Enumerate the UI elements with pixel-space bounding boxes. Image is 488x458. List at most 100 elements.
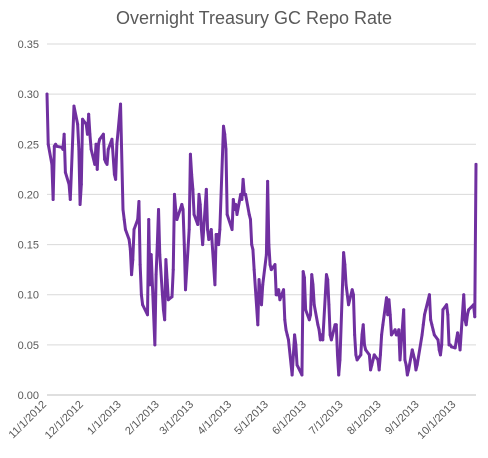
data-point — [121, 207, 125, 211]
data-point — [103, 157, 107, 161]
data-point — [351, 293, 355, 297]
data-point — [403, 358, 407, 362]
data-point — [77, 147, 81, 151]
x-tick-label: 8/1/2013 — [345, 399, 384, 438]
data-point — [149, 253, 153, 257]
data-point — [465, 313, 469, 317]
data-point — [411, 353, 415, 357]
data-point — [127, 238, 131, 242]
y-tick-label: 0.25 — [18, 139, 39, 151]
data-point — [187, 228, 191, 232]
data-point — [201, 243, 205, 247]
data-point — [137, 199, 141, 203]
data-point — [334, 323, 338, 327]
data-point — [261, 283, 265, 287]
data-point — [473, 315, 477, 319]
x-tick-label: 1/1/2013 — [85, 399, 124, 438]
data-point — [46, 142, 50, 146]
data-point — [62, 132, 66, 136]
data-point — [240, 197, 244, 201]
data-point — [251, 248, 255, 252]
data-point — [317, 328, 321, 332]
data-point — [387, 298, 391, 302]
y-tick-label: 0.15 — [18, 240, 39, 252]
data-point — [225, 212, 229, 216]
data-point — [139, 293, 143, 297]
data-point — [88, 132, 92, 136]
data-point — [381, 323, 385, 327]
data-point — [233, 207, 237, 211]
data-point — [364, 348, 368, 352]
data-point — [311, 283, 315, 287]
data-point — [209, 228, 213, 232]
data-point — [175, 218, 179, 221]
data-point — [359, 353, 363, 357]
data-point — [184, 288, 188, 292]
data-point — [377, 368, 381, 372]
data-point — [155, 243, 159, 247]
data-point — [388, 313, 392, 317]
chart-title: Overnight Treasury GC Repo Rate — [116, 8, 392, 28]
data-point — [431, 328, 435, 332]
data-point — [380, 333, 384, 337]
data-point — [327, 303, 331, 307]
data-point — [241, 177, 245, 181]
data-point — [222, 124, 225, 128]
data-point — [404, 363, 408, 367]
data-point — [396, 333, 400, 337]
data-point — [213, 283, 217, 287]
x-tick-label: 7/1/2013 — [307, 399, 346, 438]
data-point — [312, 303, 316, 307]
data-point — [386, 313, 390, 317]
data-point — [115, 142, 119, 146]
data-point — [402, 308, 406, 312]
data-point — [273, 263, 277, 267]
data-point — [269, 268, 273, 272]
data-point — [174, 207, 178, 211]
data-point — [438, 353, 442, 357]
data-point — [136, 218, 140, 221]
data-point — [197, 192, 201, 196]
data-point — [343, 263, 347, 267]
data-point — [206, 228, 210, 232]
data-point — [316, 323, 320, 327]
data-point — [378, 353, 382, 357]
data-point — [172, 192, 176, 196]
data-point — [247, 212, 251, 216]
data-point — [424, 308, 428, 312]
data-point — [223, 132, 227, 136]
y-tick-label: 0.30 — [18, 89, 39, 101]
data-point — [398, 358, 402, 362]
data-point — [320, 333, 324, 337]
data-point — [427, 293, 431, 297]
data-point — [234, 202, 238, 206]
data-point — [161, 308, 165, 312]
data-point — [414, 368, 418, 372]
data-point — [420, 333, 424, 337]
y-tick-label: 0.05 — [18, 340, 39, 352]
data-point — [180, 202, 184, 206]
data-point — [430, 323, 434, 327]
x-tick-label: 4/1/2013 — [195, 399, 234, 438]
data-point — [217, 243, 221, 247]
data-point — [277, 288, 281, 292]
data-point — [165, 278, 169, 282]
data-point — [389, 333, 393, 337]
data-point — [342, 251, 346, 255]
y-tick-label: 0.10 — [18, 290, 39, 302]
x-tick-label: 2/1/2013 — [123, 399, 162, 438]
data-point — [321, 338, 325, 342]
data-point — [260, 303, 263, 307]
data-point — [437, 348, 441, 352]
y-tick-label: 0.20 — [18, 189, 39, 201]
data-point — [295, 363, 299, 367]
data-point — [171, 268, 175, 272]
data-point — [199, 228, 203, 232]
x-tick-label: 10/1/2013 — [415, 399, 458, 442]
data-point — [376, 358, 380, 362]
data-point — [446, 313, 450, 317]
data-point — [326, 278, 330, 282]
data-point — [61, 147, 65, 151]
